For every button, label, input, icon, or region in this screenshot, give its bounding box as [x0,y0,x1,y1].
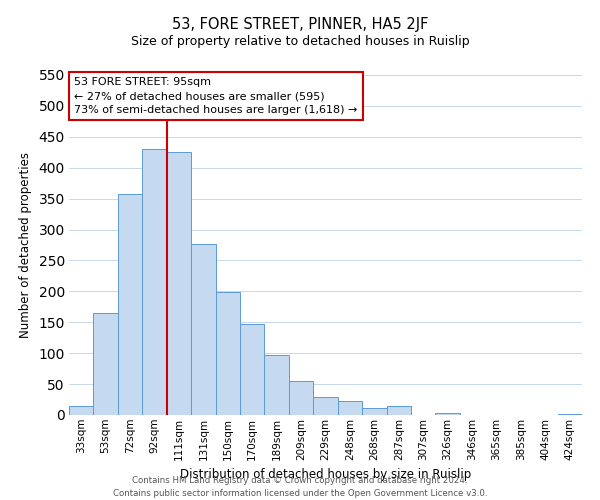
Text: 53, FORE STREET, PINNER, HA5 2JF: 53, FORE STREET, PINNER, HA5 2JF [172,18,428,32]
Bar [240,324,265,415]
Bar [118,194,142,415]
Bar [386,406,411,415]
Bar [313,397,338,415]
Text: Contains HM Land Registry data © Crown copyright and database right 2024.
Contai: Contains HM Land Registry data © Crown c… [113,476,487,498]
Bar [265,355,289,415]
Bar [215,292,240,415]
Bar [362,408,386,415]
Text: Size of property relative to detached houses in Ruislip: Size of property relative to detached ho… [131,35,469,48]
Bar [557,414,582,415]
Bar [338,402,362,415]
X-axis label: Distribution of detached houses by size in Ruislip: Distribution of detached houses by size … [180,468,471,481]
Text: 53 FORE STREET: 95sqm
← 27% of detached houses are smaller (595)
73% of semi-det: 53 FORE STREET: 95sqm ← 27% of detached … [74,76,358,116]
Y-axis label: Number of detached properties: Number of detached properties [19,152,32,338]
Bar [94,313,118,415]
Bar [436,413,460,415]
Bar [69,406,94,415]
Bar [191,244,215,415]
Bar [167,152,191,415]
Bar [142,149,167,415]
Bar [289,381,313,415]
